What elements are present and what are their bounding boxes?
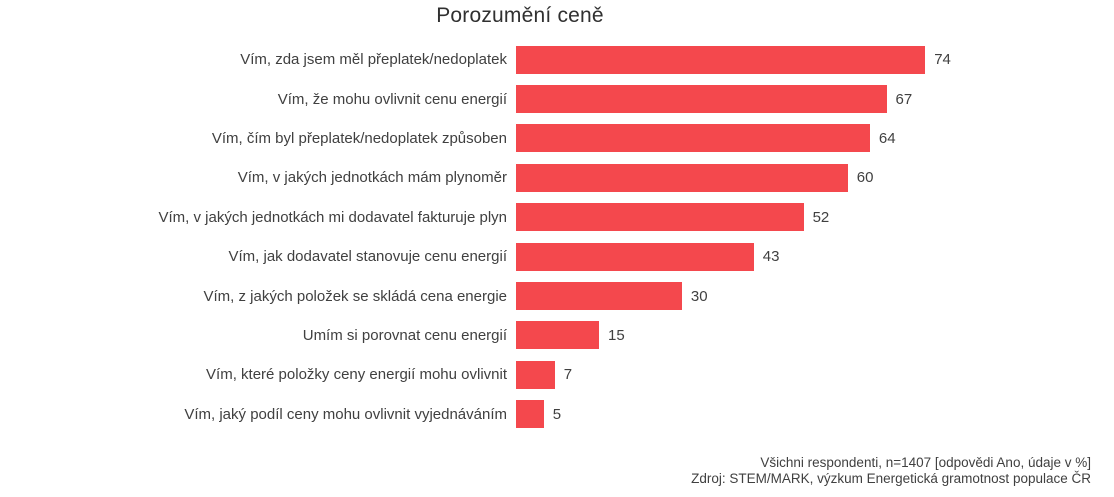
bar-area: 52 (516, 203, 1114, 232)
category-label: Vím, jaký podíl ceny mohu ovlivnit vyjed… (184, 405, 507, 423)
value-label: 43 (762, 248, 780, 266)
bar (516, 321, 599, 350)
bar (516, 360, 555, 389)
bar-area: 15 (516, 321, 1114, 350)
value-label: 60 (856, 169, 874, 187)
bar-area: 30 (516, 282, 1114, 311)
value-label: 74 (934, 51, 951, 69)
bar-row: Vím, které položky ceny energií mohu ovl… (0, 355, 1114, 394)
bar-area: 7 (516, 360, 1114, 389)
bar (516, 203, 804, 232)
chart-title: Porozumění ceně (436, 4, 604, 27)
bar (516, 163, 848, 192)
category-label: Vím, v jakých jednotkách mi dodavatel fa… (158, 208, 507, 226)
category-label: Umím si porovnat cenu energií (302, 326, 507, 344)
value-label: 67 (895, 90, 913, 108)
category-label: Vím, v jakých jednotkách mám plynoměr (237, 169, 507, 187)
value-label: 5 (552, 405, 562, 423)
category-label: Vím, které položky ceny energií mohu ovl… (206, 366, 507, 384)
footer-note: Všichni respondenti, n=1407 [odpovědi An… (691, 455, 1091, 487)
bar (516, 242, 754, 271)
footer-line-source: Zdroj: STEM/MARK, výzkum Energetická gra… (691, 471, 1091, 486)
bar (516, 124, 870, 153)
value-label: 64 (878, 129, 896, 147)
bar-area: 64 (516, 124, 1114, 153)
bar (516, 45, 926, 74)
bar-area: 74 (516, 45, 1114, 74)
bar-row: Vím, že mohu ovlivnit cenu energií 67 (0, 79, 1114, 118)
bar-area: 67 (516, 85, 1114, 114)
value-label: 52 (812, 208, 830, 226)
value-label: 15 (608, 326, 625, 344)
category-label: Vím, že mohu ovlivnit cenu energií (277, 90, 507, 108)
bar-row: Vím, v jakých jednotkách mám plynoměr 60 (0, 158, 1114, 197)
category-label: Vím, zda jsem měl přeplatek/nedoplatek (240, 51, 507, 69)
bar-row: Vím, z jakých položek se skládá cena ene… (0, 276, 1114, 315)
bar-row: Vím, jak dodavatel stanovuje cenu energi… (0, 237, 1114, 276)
bar-row: Vím, jaký podíl ceny mohu ovlivnit vyjed… (0, 395, 1114, 434)
bar-area: 5 (516, 400, 1114, 429)
footer-line-respondents: Všichni respondenti, n=1407 [odpovědi An… (760, 455, 1091, 470)
value-label: 30 (690, 287, 708, 305)
bar-row: Vím, v jakých jednotkách mi dodavatel fa… (0, 198, 1114, 237)
bar-row: Vím, zda jsem měl přeplatek/nedoplatek 74 (0, 40, 1114, 79)
bar-area: 60 (516, 163, 1114, 192)
category-label: Vím, čím byl přeplatek/nedoplatek způsob… (211, 129, 507, 147)
bar (516, 85, 887, 114)
bar (516, 282, 682, 311)
category-label: Vím, jak dodavatel stanovuje cenu energi… (228, 248, 507, 266)
bar-row: Vím, čím byl přeplatek/nedoplatek způsob… (0, 119, 1114, 158)
bar-row: Umím si porovnat cenu energií 15 (0, 316, 1114, 355)
bar-chart: Vím, zda jsem měl přeplatek/nedoplatek 74… (0, 40, 1114, 434)
bar (516, 400, 544, 429)
bar-area: 43 (516, 242, 1114, 271)
category-label: Vím, z jakých položek se skládá cena ene… (203, 287, 508, 305)
value-label: 7 (563, 366, 573, 384)
